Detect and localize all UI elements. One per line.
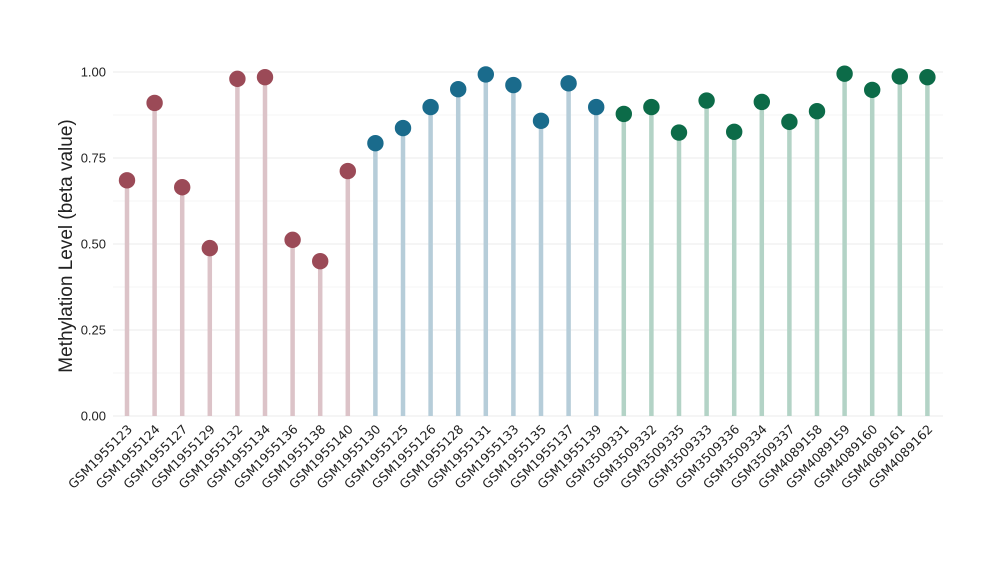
data-point xyxy=(477,66,494,83)
grid xyxy=(113,71,943,417)
data-point xyxy=(864,81,881,99)
data-point xyxy=(670,124,688,141)
data-point xyxy=(643,98,660,116)
data-point xyxy=(201,239,218,257)
data-point xyxy=(284,231,301,249)
data-point xyxy=(450,81,467,98)
data-point xyxy=(588,98,605,116)
data-point xyxy=(560,75,577,92)
dots xyxy=(118,65,936,270)
data-point xyxy=(919,68,936,86)
data-point xyxy=(753,93,770,111)
data-point xyxy=(174,179,191,196)
data-point xyxy=(891,68,908,85)
data-point xyxy=(118,172,136,189)
data-point xyxy=(615,105,632,123)
data-point xyxy=(394,119,412,137)
y-tick-label: 0.50 xyxy=(81,237,106,252)
data-point xyxy=(312,253,329,270)
y-axis-title: Methylation Level (beta value) xyxy=(56,119,77,372)
data-point xyxy=(726,123,743,141)
y-tick-label: 0.75 xyxy=(81,151,106,166)
y-tick-label: 0.00 xyxy=(81,409,106,424)
data-point xyxy=(367,135,384,152)
data-point xyxy=(698,92,715,109)
y-axis: 0.00 0.25 0.50 0.75 1.00 xyxy=(81,65,106,424)
data-point xyxy=(256,68,274,86)
data-point xyxy=(146,94,163,112)
data-point xyxy=(808,103,826,120)
data-point xyxy=(532,112,550,130)
data-point xyxy=(505,76,522,94)
y-tick-label: 1.00 xyxy=(81,65,106,80)
data-point xyxy=(836,65,853,82)
data-point xyxy=(339,162,356,180)
stems xyxy=(124,73,930,416)
x-axis: GSM1955123GSM1955124GSM1955127GSM1955129… xyxy=(65,421,935,491)
data-point xyxy=(781,113,798,131)
data-point xyxy=(422,98,439,116)
y-tick-label: 0.25 xyxy=(81,323,106,338)
data-point xyxy=(229,70,246,88)
